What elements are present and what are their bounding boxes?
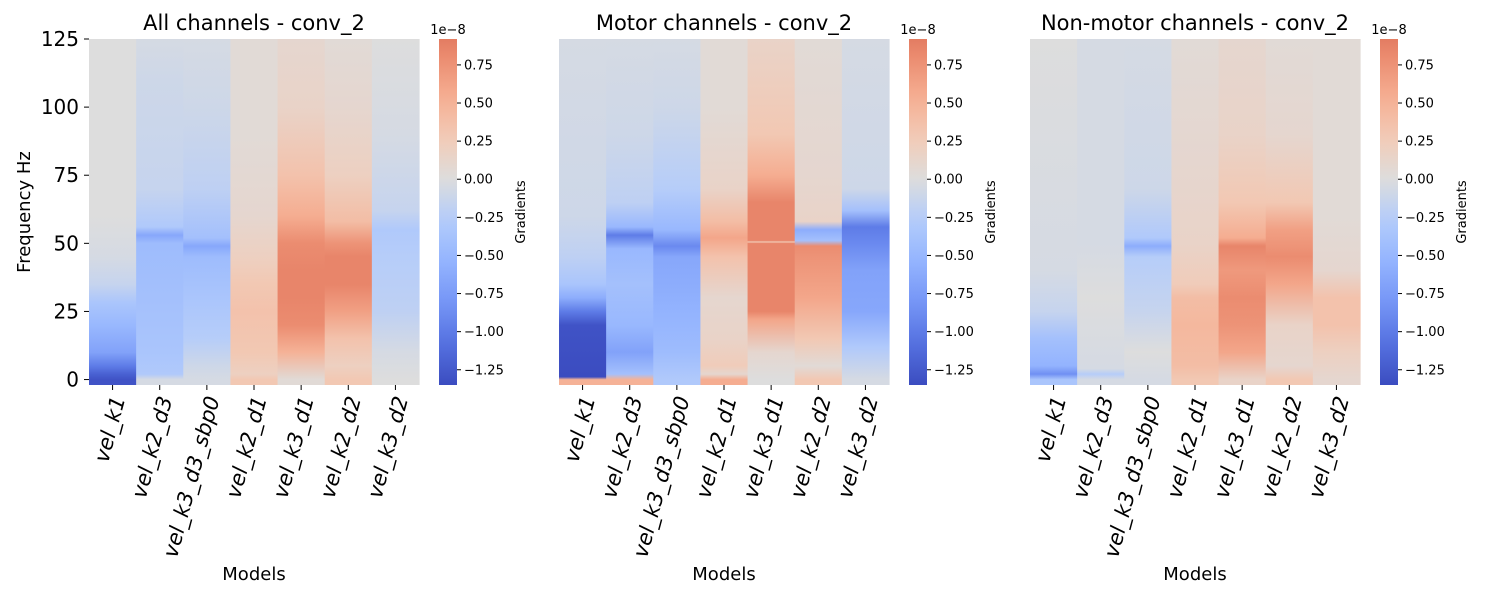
colorbar-gradient (909, 39, 927, 385)
colorbar-multiplier: 1e−8 (1371, 23, 1406, 38)
heatmap-column-vel_k3_d1 (1218, 39, 1267, 385)
x-tick-label: vel_k2_d1 (691, 394, 742, 501)
heatmap-column-vel_k3_d3_sbp0 (1124, 39, 1173, 385)
chart-title: Non-motor channels - conv_2 (1041, 11, 1349, 36)
colorbar-tick-label: −0.50 (464, 249, 504, 264)
heatmap-column-vel_k2_d2 (1265, 39, 1314, 385)
colorbar: 0.75 0.50 0.25 0.00 −0.25 −0.50 −0.75 −1.00 −1.2… (900, 23, 999, 385)
colorbar-multiplier: 1e−8 (430, 23, 465, 38)
colorbar-label: Gradients (514, 180, 529, 244)
chart-title: All channels - conv_2 (143, 11, 365, 36)
colorbar-tick-label: 0.50 (1405, 97, 1434, 112)
x-tick-label: vel_k3_d1 (739, 394, 790, 501)
x-axis-label: Models (1163, 564, 1226, 585)
colorbar-tick-label: 0.00 (1405, 173, 1434, 188)
colorbar-label: Gradients (984, 180, 999, 244)
heatmap-panel-3: Non-motor channels - conv_2vel_k1vel_k2_… (1030, 11, 1470, 585)
heatmap-column-vel_k3_d2 (1312, 39, 1361, 385)
colorbar-tick-label: −0.50 (934, 249, 974, 264)
colorbar-tick-label: −0.25 (934, 211, 974, 226)
heatmap-column-vel_k3_d3_sbp0 (183, 39, 232, 385)
colorbar-tick-label: 0.25 (1405, 135, 1434, 150)
colorbar-gradient (439, 39, 457, 385)
x-tick-label: vel_k3_d1 (1210, 394, 1261, 501)
y-tick-label: 0 (66, 368, 79, 392)
colorbar-tick-label: 0.75 (464, 58, 493, 73)
colorbar-tick-label: −0.50 (1405, 249, 1445, 264)
heatmap-column-vel_k2_d3 (1077, 39, 1125, 385)
x-axis-label: Models (222, 564, 285, 585)
colorbar: 0.75 0.50 0.25 0.00 −0.25 −0.50 −0.75 −1.00 −1.2… (430, 23, 529, 385)
colorbar-tick-label: −1.25 (934, 363, 974, 378)
heatmap-column-vel_k2_d2 (794, 39, 843, 385)
colorbar-tick-label: 0.25 (464, 135, 493, 150)
heatmap-column-vel_k1 (559, 39, 607, 385)
colorbar-tick-label: −0.75 (464, 287, 504, 302)
x-tick-label: vel_k2_d3 (127, 394, 178, 501)
y-tick-label: 75 (54, 163, 79, 187)
colorbar-tick-label: −0.25 (464, 211, 504, 226)
colorbar-multiplier: 1e−8 (900, 23, 935, 38)
colorbar: 0.75 0.50 0.25 0.00 −0.25 −0.50 −0.75 −1.00 −1.2… (1371, 23, 1470, 385)
heatmap-column-vel_k2_d1 (230, 39, 279, 385)
heatmap-column-vel_k2_d1 (1171, 39, 1220, 385)
heatmap-column-vel_k2_d3 (136, 39, 184, 385)
x-tick-label: vel_k3_d2 (833, 394, 884, 501)
heatmap-column-vel_k3_d2 (371, 39, 420, 385)
colorbar-tick-label: −1.00 (464, 325, 504, 340)
colorbar-tick-label: −1.25 (1405, 363, 1445, 378)
heatmap-column-vel_k3_d1 (747, 39, 796, 385)
x-tick-label: vel_k2_d3 (1068, 394, 1119, 501)
x-tick-label: vel_k2_d1 (1162, 394, 1213, 501)
heatmap-column-vel_k2_d2 (324, 39, 373, 385)
heatmap-column-vel_k3_d1 (277, 39, 326, 385)
x-tick-label: vel_k1 (90, 394, 132, 465)
x-axis-label: Models (692, 564, 755, 585)
y-axis-label: Frequency Hz (14, 151, 35, 273)
x-tick-label: vel_k2_d2 (1257, 394, 1308, 501)
colorbar-tick-label: −0.25 (1405, 211, 1445, 226)
x-tick-label: vel_k2_d2 (316, 394, 367, 501)
heatmap-column-vel_k2_d1 (700, 39, 749, 385)
heatmap-column-vel_k2_d3 (606, 39, 654, 385)
heatmap-column-vel_k3_d2 (841, 39, 890, 385)
x-tick-label: vel_k1 (560, 394, 602, 465)
colorbar-tick-label: −1.25 (464, 363, 504, 378)
x-tick-label: vel_k2_d1 (221, 394, 272, 501)
heatmap-column-vel_k1 (89, 39, 137, 385)
colorbar-tick-label: 0.50 (464, 97, 493, 112)
colorbar-tick-label: −1.00 (1405, 325, 1445, 340)
colorbar-label: Gradients (1455, 180, 1470, 244)
y-tick-label: 125 (41, 27, 79, 51)
colorbar-tick-label: 0.75 (934, 58, 963, 73)
x-tick-label: vel_k3_d2 (1304, 394, 1355, 501)
colorbar-tick-label: 0.75 (1405, 58, 1434, 73)
colorbar-tick-label: −1.00 (934, 325, 974, 340)
y-tick-label: 25 (54, 299, 79, 323)
x-tick-label: vel_k1 (1031, 394, 1073, 465)
colorbar-tick-label: 0.00 (464, 173, 493, 188)
x-tick-label: vel_k2_d2 (786, 394, 837, 501)
colorbar-tick-label: 0.50 (934, 97, 963, 112)
colorbar-tick-label: −0.75 (934, 287, 974, 302)
x-tick-label: vel_k3_d2 (363, 394, 414, 501)
colorbar-gradient (1380, 39, 1398, 385)
chart-title: Motor channels - conv_2 (596, 11, 852, 36)
x-tick-label: vel_k2_d3 (597, 394, 648, 501)
x-tick-label: vel_k3_d1 (269, 394, 320, 501)
heatmap-column-vel_k1 (1030, 39, 1078, 385)
y-tick-label: 50 (54, 231, 79, 255)
heatmap-column-vel_k3_d3_sbp0 (653, 39, 702, 385)
colorbar-tick-label: 0.00 (934, 173, 963, 188)
colorbar-tick-label: 0.25 (934, 135, 963, 150)
y-tick-label: 100 (41, 95, 79, 119)
colorbar-tick-label: −0.75 (1405, 287, 1445, 302)
